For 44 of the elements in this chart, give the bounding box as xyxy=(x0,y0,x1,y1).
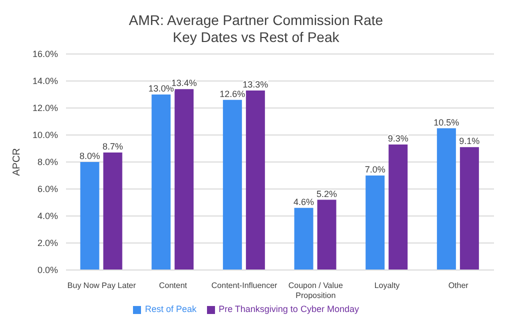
y-tick-label: 16.0% xyxy=(32,49,58,60)
bar xyxy=(103,152,122,270)
y-tick-label: 2.0% xyxy=(37,238,58,248)
chart-subtitle: Key Dates vs Rest of Peak xyxy=(172,29,340,46)
x-tick-label: Buy Now Pay Later xyxy=(67,281,136,290)
y-tick-label: 12.0% xyxy=(32,103,58,114)
y-tick-label: 0.0% xyxy=(37,265,58,276)
bar xyxy=(294,208,314,270)
data-label: 8.0% xyxy=(80,151,100,161)
chart-title: AMR: Average Partner Commission Rate xyxy=(128,12,384,29)
y-tick-label: 14.0% xyxy=(32,76,58,86)
data-label: 5.2% xyxy=(316,188,338,199)
x-tick-label: Loyalty xyxy=(374,281,400,290)
data-label: 10.5% xyxy=(434,117,460,128)
y-tick-label: 10.0% xyxy=(32,130,58,140)
bar xyxy=(152,94,171,270)
y-tick-label: 4.0% xyxy=(37,211,58,222)
data-label: 13.0% xyxy=(148,84,174,94)
bar xyxy=(246,90,265,270)
data-label: 12.6% xyxy=(220,88,246,99)
x-tick-label: Coupon / Value Proposition xyxy=(288,281,344,300)
data-label: 4.6% xyxy=(294,196,314,207)
data-label: 13.3% xyxy=(242,79,268,90)
bar xyxy=(80,162,100,270)
x-tick-label: Content-Influencer xyxy=(211,281,278,290)
data-label: 7.0% xyxy=(364,164,386,174)
x-tick-label: Content xyxy=(158,281,188,290)
bar xyxy=(317,200,336,270)
legend-label: Rest of Peak xyxy=(145,304,197,314)
legend-label: Pre Thanksgiving to Cyber Monday xyxy=(218,304,359,314)
bar xyxy=(366,176,385,270)
bar xyxy=(460,147,479,270)
bar xyxy=(436,128,456,270)
y-tick-label: 6.0% xyxy=(37,184,58,194)
bar xyxy=(174,89,194,270)
data-label: 13.4% xyxy=(171,78,197,88)
bar xyxy=(222,100,242,270)
bar xyxy=(388,144,408,270)
x-tick-label: Other xyxy=(448,281,469,290)
data-label: 9.3% xyxy=(388,133,408,144)
y-axis-title: APCR xyxy=(12,148,23,176)
data-label: 8.7% xyxy=(102,142,124,152)
y-tick-label: 8.0% xyxy=(37,157,58,168)
data-label: 9.1% xyxy=(459,136,480,146)
